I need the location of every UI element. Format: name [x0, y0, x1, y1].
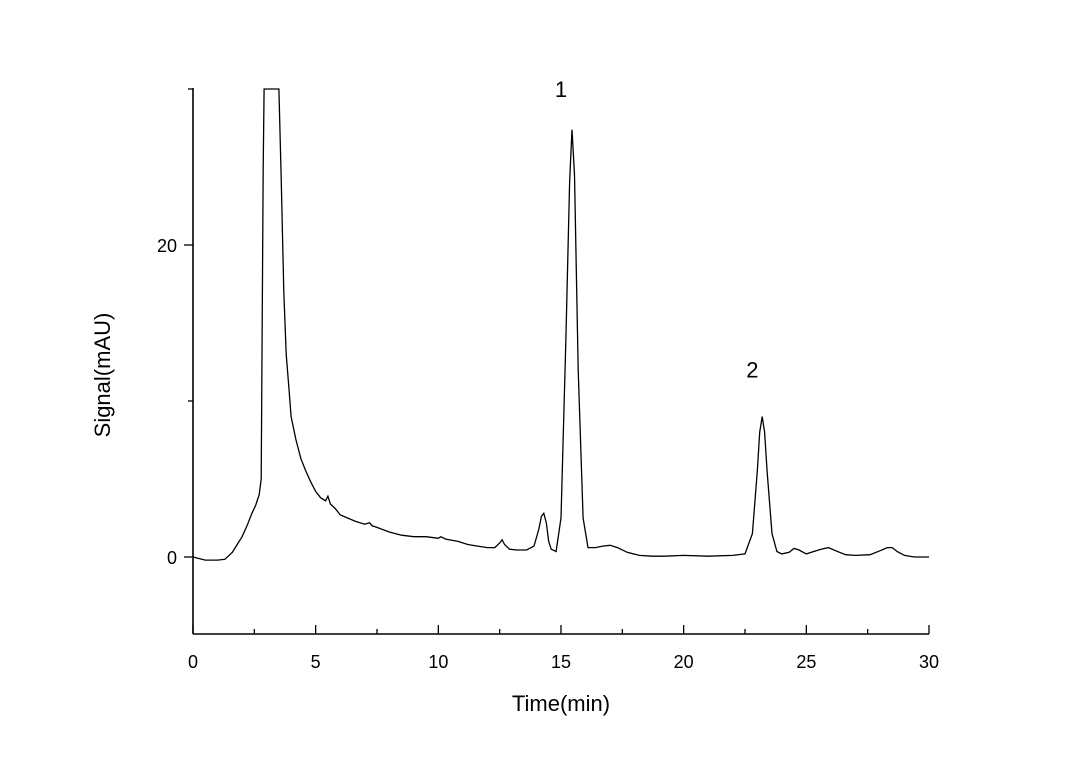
peak-label-2: 2 — [746, 358, 758, 383]
x-axis-title: Time(min) — [512, 691, 610, 716]
signal-trace — [192, 88, 929, 561]
axes — [192, 88, 929, 635]
x-tick-label: 0 — [188, 652, 198, 672]
x-tick-label: 20 — [674, 652, 694, 672]
tick-labels: 0 5 10 15 20 25 30 0 20 — [157, 236, 939, 672]
peak-annotations: 12 — [555, 77, 759, 383]
y-tick-label: 20 — [157, 236, 177, 256]
x-tick-label: 15 — [551, 652, 571, 672]
y-axis-title: Signal(mAU) — [90, 313, 115, 438]
x-tick-label: 5 — [311, 652, 321, 672]
y-tick-label: 0 — [167, 548, 177, 568]
peak-label-1: 1 — [555, 77, 567, 102]
x-tick-label: 10 — [428, 652, 448, 672]
tick-marks — [184, 88, 930, 634]
x-tick-label: 30 — [919, 652, 939, 672]
x-tick-label: 25 — [796, 652, 816, 672]
